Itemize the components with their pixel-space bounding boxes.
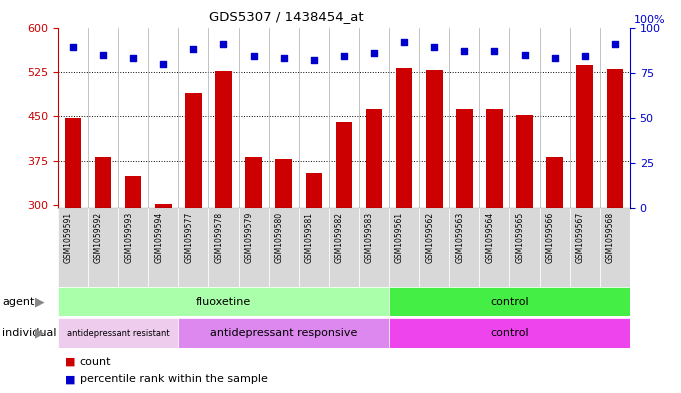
Text: antidepressant responsive: antidepressant responsive <box>210 328 358 338</box>
Point <box>609 40 620 47</box>
Bar <box>268 208 299 287</box>
Bar <box>178 318 389 348</box>
Bar <box>336 122 352 208</box>
Bar <box>600 208 630 287</box>
Bar <box>125 176 142 208</box>
Bar <box>275 158 292 208</box>
Text: GSM1059567: GSM1059567 <box>575 212 585 263</box>
Text: GSM1059594: GSM1059594 <box>155 212 163 263</box>
Text: GSM1059564: GSM1059564 <box>486 212 494 263</box>
Text: GSM1059591: GSM1059591 <box>64 212 73 263</box>
Point <box>218 40 229 47</box>
Bar <box>546 157 563 208</box>
Bar <box>185 93 202 208</box>
Bar <box>215 71 232 208</box>
Text: GSM1059592: GSM1059592 <box>94 212 103 263</box>
Bar <box>58 318 178 348</box>
Bar <box>95 157 111 208</box>
Bar <box>456 109 473 208</box>
Text: individual: individual <box>2 328 57 338</box>
Bar <box>389 208 419 287</box>
Bar <box>607 69 623 208</box>
Point <box>67 44 78 51</box>
Text: ■: ■ <box>65 356 75 367</box>
Text: GSM1059578: GSM1059578 <box>215 212 223 263</box>
Bar <box>245 157 262 208</box>
Point <box>459 48 470 54</box>
Bar <box>178 208 208 287</box>
Point <box>188 46 199 52</box>
Text: fluoxetine: fluoxetine <box>196 297 251 307</box>
Point <box>398 39 409 45</box>
Point <box>519 51 530 58</box>
Text: GSM1059561: GSM1059561 <box>395 212 404 263</box>
Text: GSM1059577: GSM1059577 <box>185 212 193 263</box>
Text: agent: agent <box>2 297 35 307</box>
Bar <box>306 173 322 208</box>
Bar <box>419 208 449 287</box>
Bar <box>577 65 593 208</box>
Bar <box>570 208 600 287</box>
Text: GSM1059563: GSM1059563 <box>456 212 464 263</box>
Point <box>368 50 379 56</box>
Bar <box>155 204 172 208</box>
Bar <box>426 70 443 208</box>
Point <box>128 55 139 61</box>
Point <box>97 51 108 58</box>
Bar <box>329 208 359 287</box>
Text: GSM1059565: GSM1059565 <box>516 212 524 263</box>
Bar <box>359 208 389 287</box>
Text: ▶: ▶ <box>35 295 44 308</box>
Text: GSM1059562: GSM1059562 <box>425 212 434 263</box>
Point <box>338 53 349 60</box>
Bar <box>389 287 630 316</box>
Bar <box>238 208 268 287</box>
Text: GSM1059583: GSM1059583 <box>365 212 374 263</box>
Text: GSM1059582: GSM1059582 <box>335 212 344 263</box>
Text: 100%: 100% <box>634 15 666 25</box>
Bar <box>366 109 382 208</box>
Bar <box>449 208 479 287</box>
Text: GSM1059593: GSM1059593 <box>124 212 133 263</box>
Text: antidepressant resistant: antidepressant resistant <box>67 329 170 338</box>
Point <box>580 53 590 60</box>
Bar <box>148 208 178 287</box>
Text: ■: ■ <box>65 374 75 384</box>
Bar <box>509 208 539 287</box>
Text: percentile rank within the sample: percentile rank within the sample <box>80 374 268 384</box>
Text: count: count <box>80 356 111 367</box>
Bar <box>396 68 413 208</box>
Text: GSM1059580: GSM1059580 <box>274 212 284 263</box>
Bar <box>486 109 503 208</box>
Text: GDS5307 / 1438454_at: GDS5307 / 1438454_at <box>208 10 364 23</box>
Text: GSM1059566: GSM1059566 <box>545 212 554 263</box>
Bar <box>208 208 238 287</box>
Bar <box>479 208 509 287</box>
Text: GSM1059579: GSM1059579 <box>244 212 253 263</box>
Text: GSM1059568: GSM1059568 <box>606 212 615 263</box>
Bar <box>58 287 389 316</box>
Point <box>279 55 289 61</box>
Bar <box>58 208 88 287</box>
Point <box>158 61 169 67</box>
Text: ▶: ▶ <box>35 327 44 340</box>
Bar <box>88 208 118 287</box>
Point <box>429 44 440 51</box>
Bar <box>389 318 630 348</box>
Bar <box>65 118 81 208</box>
Text: control: control <box>490 328 529 338</box>
Bar <box>516 115 533 208</box>
Text: control: control <box>490 297 529 307</box>
Point <box>308 57 319 63</box>
Point <box>489 48 500 54</box>
Point <box>549 55 560 61</box>
Bar <box>299 208 329 287</box>
Bar <box>539 208 570 287</box>
Text: GSM1059581: GSM1059581 <box>305 212 314 263</box>
Point <box>248 53 259 60</box>
Bar <box>118 208 148 287</box>
